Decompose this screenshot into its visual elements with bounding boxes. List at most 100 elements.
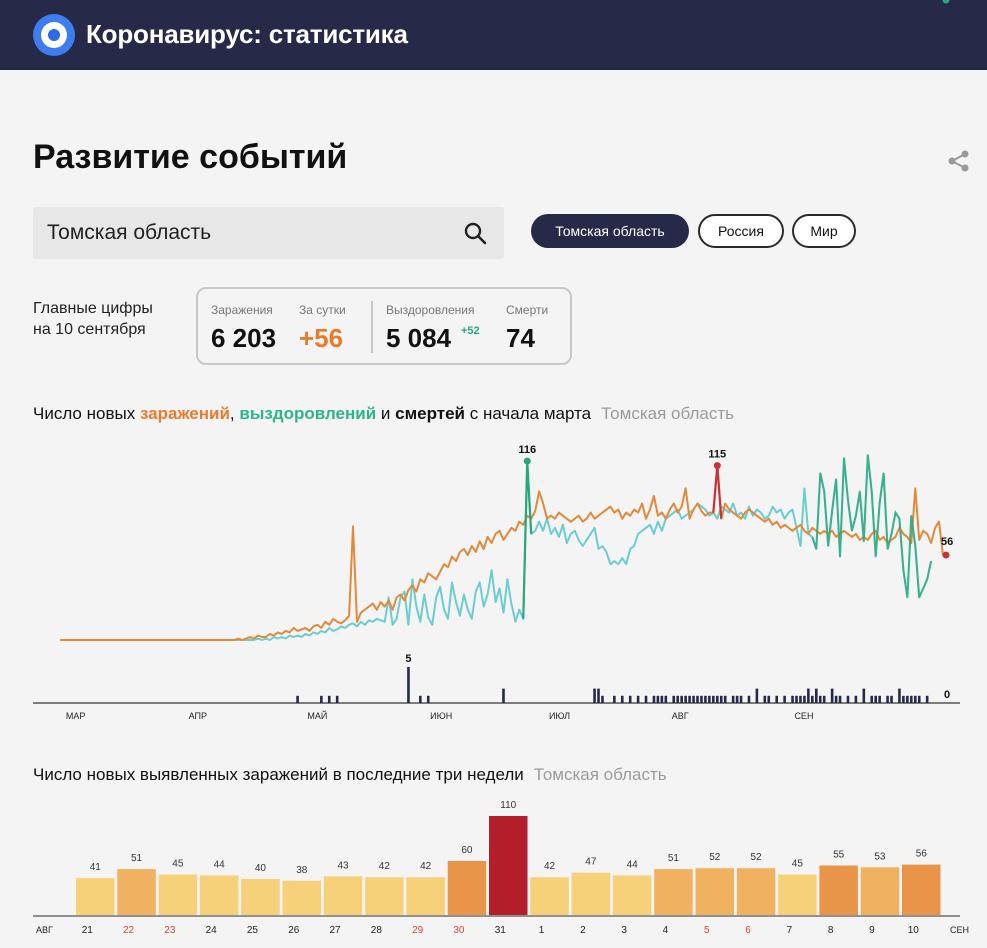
death-bar	[846, 695, 850, 703]
chart1-title-part: Число новых	[33, 404, 140, 423]
bar-date-label: 26	[288, 925, 300, 936]
death-bar	[320, 695, 323, 703]
bar-value-label: 42	[379, 861, 391, 872]
daily-bar	[612, 875, 652, 915]
death-bar	[878, 695, 881, 703]
death-bar	[902, 695, 905, 703]
daily-bar	[778, 874, 817, 915]
bar-value-label: 45	[792, 859, 804, 870]
tab-tomsk-region[interactable]: Томская область	[531, 214, 689, 248]
bar-value-label: 42	[544, 861, 556, 872]
chart2-title-text: Число новых выявленных заражений в после…	[33, 765, 524, 784]
bar-value-label: 38	[296, 865, 308, 876]
death-bar	[688, 695, 691, 703]
daily-bar	[530, 877, 569, 915]
death-bar	[723, 695, 727, 703]
death-bar	[862, 688, 866, 703]
bar-value-label: 55	[833, 850, 845, 861]
death-bar	[917, 695, 921, 703]
bar-date-label: 5	[704, 925, 710, 936]
death-bar	[692, 695, 695, 703]
bar-value-label: 52	[750, 852, 762, 863]
daily-bar	[819, 865, 858, 915]
main-numbers-label-line1: Главные цифры	[33, 300, 153, 317]
daily-bar	[695, 868, 734, 915]
death-bar	[854, 695, 858, 703]
death-bar	[696, 695, 699, 703]
bar-date-label: 25	[247, 925, 259, 936]
death-bar	[680, 695, 683, 703]
death-bar	[870, 695, 874, 703]
chart1-title: Число новых заражений, выздоровлений и с…	[33, 404, 734, 424]
search-icon[interactable]	[462, 220, 488, 246]
logo-icon[interactable]	[33, 14, 75, 56]
bar-date-label: 3	[621, 925, 627, 936]
chart2-title-region: Томская область	[533, 765, 667, 784]
bar-date-label: 24	[206, 925, 218, 936]
tab-russia[interactable]: Россия	[698, 214, 784, 248]
death-bar	[838, 695, 842, 703]
death-bar	[636, 695, 640, 703]
daily-bar	[736, 868, 776, 915]
region-search-input[interactable]: Томская область	[33, 207, 504, 259]
bar-value-label: 53	[874, 851, 886, 862]
bar-date-label: 28	[371, 925, 383, 936]
infections-end-dot	[942, 551, 950, 559]
daily-bar	[902, 864, 941, 915]
daily-bar	[158, 874, 198, 915]
death-bar	[910, 695, 913, 703]
daily-label: За сутки	[299, 303, 346, 317]
infections-peak-label: 115	[708, 449, 726, 461]
bar-date-label: 29	[412, 925, 424, 936]
x-tick-label: ИЮН	[430, 711, 452, 721]
death-bar	[735, 695, 739, 703]
chart1-title-deaths: смертей	[395, 404, 466, 423]
chart1-title-part: с начала марта	[465, 404, 592, 423]
death-bar	[811, 695, 814, 703]
daily-bar	[860, 867, 900, 915]
bar-value-label: 110	[500, 800, 516, 811]
bar-value-label: 52	[709, 852, 721, 863]
death-bar	[739, 695, 743, 703]
chart1-title-recoveries: выздоровлений	[239, 404, 377, 423]
daily-bar	[489, 816, 528, 915]
death-bar	[708, 695, 711, 703]
infections-value: 6 203	[211, 323, 277, 353]
bar-date-label: 30	[453, 925, 465, 936]
death-bar	[601, 695, 604, 703]
x-tick-label: МАЙ	[307, 710, 327, 721]
main-numbers-label: Главные цифры на 10 сентября	[33, 298, 153, 340]
death-bar	[407, 667, 410, 703]
daily-bar	[406, 877, 445, 915]
share-icon[interactable]	[946, 148, 972, 174]
death-bar	[672, 695, 676, 703]
bar-date-label: 27	[329, 925, 341, 936]
bar-value-label: 56	[916, 849, 928, 860]
x-tick-label: СЕН	[794, 711, 813, 721]
recoveries-label: Выздоровления	[386, 303, 475, 317]
chart2-title: Число новых выявленных заражений в после…	[33, 765, 667, 785]
bar-value-label: 51	[668, 853, 680, 864]
deaths-peak-label: 5	[405, 653, 411, 665]
daily-bar	[654, 869, 693, 915]
top-bar: Коронавирус: статистика	[0, 0, 987, 70]
recoveries-line-recent	[811, 454, 933, 598]
recoveries-peak-label: 116	[518, 444, 536, 456]
death-bar	[426, 695, 430, 703]
death-bar	[712, 695, 715, 703]
daily-value: +56	[299, 323, 344, 353]
death-bar	[296, 695, 299, 703]
death-bar	[814, 688, 818, 703]
death-bar	[597, 688, 600, 703]
bar-date-label: 23	[164, 925, 176, 936]
death-bar	[613, 695, 616, 703]
deaths-label: Смерти	[506, 303, 549, 317]
death-bar	[783, 695, 786, 703]
tab-world[interactable]: Мир	[792, 214, 856, 248]
death-bar	[874, 695, 877, 703]
death-bar	[628, 695, 632, 703]
infections-peak	[712, 465, 723, 519]
daily-bar	[323, 876, 363, 915]
page-title: Развитие событий	[33, 138, 348, 176]
x-tick-label: АВГ	[672, 711, 689, 721]
